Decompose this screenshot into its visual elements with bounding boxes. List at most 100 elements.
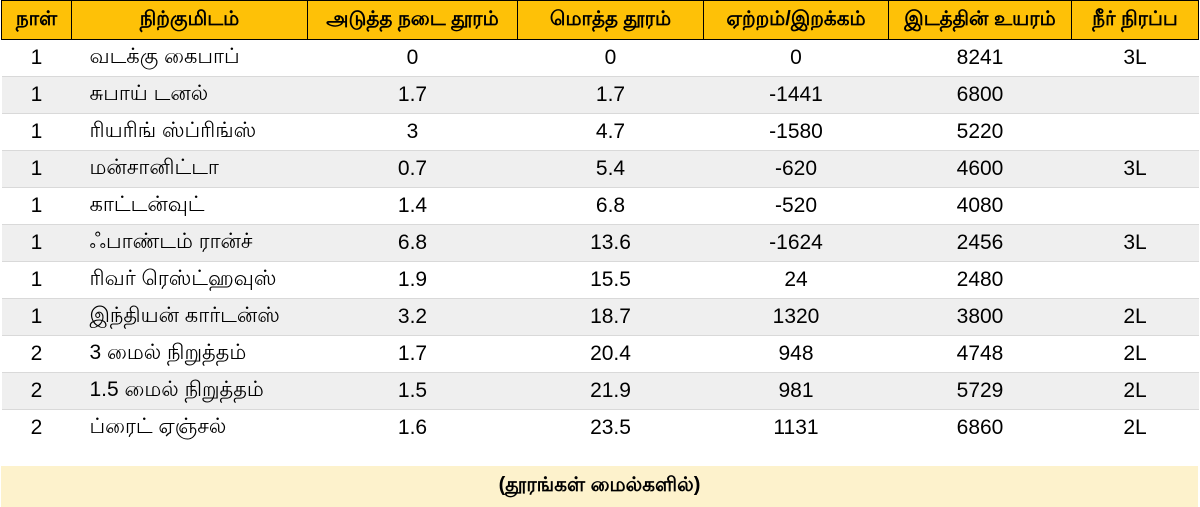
cell-total-distance[interactable]: 23.5	[517, 409, 704, 446]
cell-total-distance[interactable]: 1.7	[517, 76, 704, 114]
cell-total-distance[interactable]: 13.6	[517, 224, 704, 262]
cell-total-distance[interactable]: 20.4	[517, 335, 704, 373]
cell-next-distance[interactable]: 0.7	[307, 150, 518, 188]
cell-altitude[interactable]: 2480	[888, 261, 1072, 299]
cell-day[interactable]: 1	[1, 261, 72, 299]
cell-day[interactable]: 1	[1, 150, 72, 188]
cell-elevation-change[interactable]: 948	[703, 335, 889, 373]
cell-total-distance[interactable]: 15.5	[517, 261, 704, 299]
table-row: 1 ரியரிங் ஸ்ப்ரிங்ஸ் 3 4.7 -1580 5220	[1, 113, 1199, 151]
units-note[interactable]: (தூரங்கள் மைல்களில்)	[1, 466, 1198, 507]
table-header: நாள் நிற்குமிடம் அடுத்த நடை தூரம் மொத்த …	[1, 0, 1199, 40]
cell-altitude[interactable]: 4080	[888, 187, 1072, 225]
cell-altitude[interactable]: 2456	[888, 224, 1072, 262]
table-row: 1 வடக்கு கைபாப் 0 0 0 8241 3L	[1, 39, 1199, 77]
table-row: 1 காட்டன்வுட் 1.4 6.8 -520 4080	[1, 187, 1199, 225]
cell-day[interactable]: 1	[1, 298, 72, 336]
cell-day[interactable]: 1	[1, 39, 72, 77]
cell-altitude[interactable]: 8241	[888, 39, 1072, 77]
cell-total-distance[interactable]: 18.7	[517, 298, 704, 336]
cell-water-refill[interactable]: 2L	[1071, 298, 1199, 336]
cell-next-distance[interactable]: 6.8	[307, 224, 518, 262]
cell-total-distance[interactable]: 21.9	[517, 372, 704, 410]
cell-altitude[interactable]: 5220	[888, 113, 1072, 151]
cell-next-distance[interactable]: 1.7	[307, 335, 518, 373]
cell-location[interactable]: 3 மைல் நிறுத்தம்	[71, 335, 308, 373]
cell-water-refill[interactable]	[1071, 187, 1199, 225]
table-row: 2 ப்ரைட் ஏஞ்சல் 1.6 23.5 1131 6860 2L	[1, 409, 1199, 446]
header-day[interactable]: நாள்	[1, 0, 72, 40]
cell-elevation-change[interactable]: -1624	[703, 224, 889, 262]
cell-elevation-change[interactable]: -520	[703, 187, 889, 225]
cell-next-distance[interactable]: 0	[307, 39, 518, 77]
cell-elevation-change[interactable]: -1441	[703, 76, 889, 114]
cell-altitude[interactable]: 3800	[888, 298, 1072, 336]
cell-total-distance[interactable]: 5.4	[517, 150, 704, 188]
cell-location[interactable]: ரியரிங் ஸ்ப்ரிங்ஸ்	[71, 113, 308, 151]
table-body: 1 வடக்கு கைபாப் 0 0 0 8241 3L 1 சுபாய் டனல் 1.7 1.…	[1, 39, 1199, 446]
cell-location[interactable]: மன்சானிட்டா	[71, 150, 308, 188]
cell-location[interactable]: வடக்கு கைபாப்	[71, 39, 308, 77]
header-total-distance[interactable]: மொத்த தூரம்	[517, 0, 704, 40]
cell-day[interactable]: 1	[1, 224, 72, 262]
cell-elevation-change[interactable]: 24	[703, 261, 889, 299]
cell-altitude[interactable]: 6860	[888, 409, 1072, 446]
cell-next-distance[interactable]: 1.5	[307, 372, 518, 410]
cell-next-distance[interactable]: 1.7	[307, 76, 518, 114]
cell-altitude[interactable]: 4748	[888, 335, 1072, 373]
cell-day[interactable]: 2	[1, 335, 72, 373]
table-row: 1 மன்சானிட்டா 0.7 5.4 -620 4600 3L	[1, 150, 1199, 188]
cell-next-distance[interactable]: 3.2	[307, 298, 518, 336]
cell-location[interactable]: 1.5 மைல் நிறுத்தம்	[71, 372, 308, 410]
cell-location[interactable]: சுபாய் டனல்	[71, 76, 308, 114]
cell-water-refill[interactable]	[1071, 113, 1199, 151]
table-row: 1 ரிவர் ரெஸ்ட்ஹவுஸ் 1.9 15.5 24 2480	[1, 261, 1199, 299]
cell-water-refill[interactable]: 2L	[1071, 335, 1199, 373]
cell-location[interactable]: ரிவர் ரெஸ்ட்ஹவுஸ்	[71, 261, 308, 299]
cell-total-distance[interactable]: 4.7	[517, 113, 704, 151]
cell-altitude[interactable]: 6800	[888, 76, 1072, 114]
header-row: நாள் நிற்குமிடம் அடுத்த நடை தூரம் மொத்த …	[1, 0, 1199, 40]
cell-water-refill[interactable]: 3L	[1071, 224, 1199, 262]
cell-total-distance[interactable]: 0	[517, 39, 704, 77]
header-altitude[interactable]: இடத்தின் உயரம்	[888, 0, 1072, 40]
cell-next-distance[interactable]: 1.6	[307, 409, 518, 446]
cell-elevation-change[interactable]: 1320	[703, 298, 889, 336]
cell-altitude[interactable]: 4600	[888, 150, 1072, 188]
cell-water-refill[interactable]: 2L	[1071, 409, 1199, 446]
table-row: 1 சுபாய் டனல் 1.7 1.7 -1441 6800	[1, 76, 1199, 114]
cell-water-refill[interactable]	[1071, 76, 1199, 114]
table-row: 1 ஃபாண்டம் ரான்ச் 6.8 13.6 -1624 2456 3L	[1, 224, 1199, 262]
cell-elevation-change[interactable]: 981	[703, 372, 889, 410]
table-row: 2 1.5 மைல் நிறுத்தம் 1.5 21.9 981 5729 2L	[1, 372, 1199, 410]
cell-water-refill[interactable]	[1071, 261, 1199, 299]
cell-location[interactable]: ப்ரைட் ஏஞ்சல்	[71, 409, 308, 446]
cell-elevation-change[interactable]: -620	[703, 150, 889, 188]
header-elevation-change[interactable]: ஏற்றம்/இறக்கம்	[703, 0, 889, 40]
cell-altitude[interactable]: 5729	[888, 372, 1072, 410]
cell-water-refill[interactable]: 3L	[1071, 39, 1199, 77]
cell-location[interactable]: ஃபாண்டம் ரான்ச்	[71, 224, 308, 262]
cell-elevation-change[interactable]: 1131	[703, 409, 889, 446]
cell-elevation-change[interactable]: -1580	[703, 113, 889, 151]
cell-elevation-change[interactable]: 0	[703, 39, 889, 77]
cell-water-refill[interactable]: 2L	[1071, 372, 1199, 410]
cell-location[interactable]: இந்தியன் கார்டன்ஸ்	[71, 298, 308, 336]
table-row: 1 இந்தியன் கார்டன்ஸ் 3.2 18.7 1320 3800 2L	[1, 298, 1199, 336]
header-location[interactable]: நிற்குமிடம்	[71, 0, 308, 40]
cell-location[interactable]: காட்டன்வுட்	[71, 187, 308, 225]
header-water-refill[interactable]: நீர் நிரப்ப	[1071, 0, 1199, 40]
cell-next-distance[interactable]: 3	[307, 113, 518, 151]
cell-next-distance[interactable]: 1.9	[307, 261, 518, 299]
cell-next-distance[interactable]: 1.4	[307, 187, 518, 225]
cell-total-distance[interactable]: 6.8	[517, 187, 704, 225]
cell-day[interactable]: 2	[1, 409, 72, 446]
itinerary-table: நாள் நிற்குமிடம் அடுத்த நடை தூரம் மொத்த …	[1, 0, 1199, 446]
cell-day[interactable]: 1	[1, 113, 72, 151]
header-next-distance[interactable]: அடுத்த நடை தூரம்	[307, 0, 518, 40]
cell-day[interactable]: 1	[1, 76, 72, 114]
cell-day[interactable]: 2	[1, 372, 72, 410]
cell-water-refill[interactable]: 3L	[1071, 150, 1199, 188]
cell-day[interactable]: 1	[1, 187, 72, 225]
